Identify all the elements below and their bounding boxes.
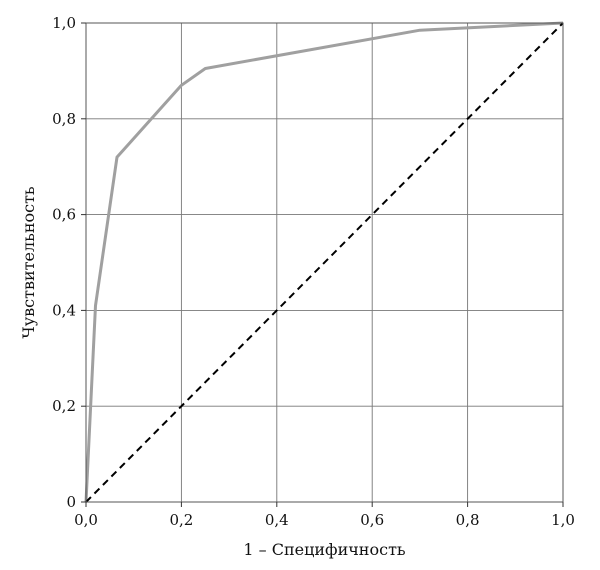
y-tick-label-3: 0,6 (52, 206, 76, 224)
y-tick-label-1: 0,2 (52, 397, 76, 415)
series-layer (84, 21, 564, 503)
plot-frame (85, 22, 564, 503)
y-tick-label-2: 0,4 (52, 301, 76, 319)
x-tick-label-3: 0,6 (360, 511, 384, 529)
reference-diagonal-line (85, 22, 564, 503)
y-tick-label-5: 1,0 (52, 14, 76, 32)
x-tick-label-1: 0,2 (169, 511, 193, 529)
tick-labels: 0,0 0,2 0,4 0,6 0,8 1,0 0 0,2 0,4 0,6 0,8 1,0 (52, 14, 575, 529)
x-tick-label-4: 0,8 (456, 511, 480, 529)
x-axis-title: 1 – Специфичность (243, 540, 406, 559)
y-axis-title: Чувствительность (19, 186, 38, 339)
y-tick-label-4: 0,8 (52, 110, 76, 128)
y-tick-label-0: 0 (66, 493, 76, 511)
x-tick-label-2: 0,4 (265, 511, 289, 529)
x-tick-label-5: 1,0 (551, 511, 575, 529)
roc-curve-line (84, 21, 564, 503)
x-tick-label-0: 0,0 (74, 511, 98, 529)
